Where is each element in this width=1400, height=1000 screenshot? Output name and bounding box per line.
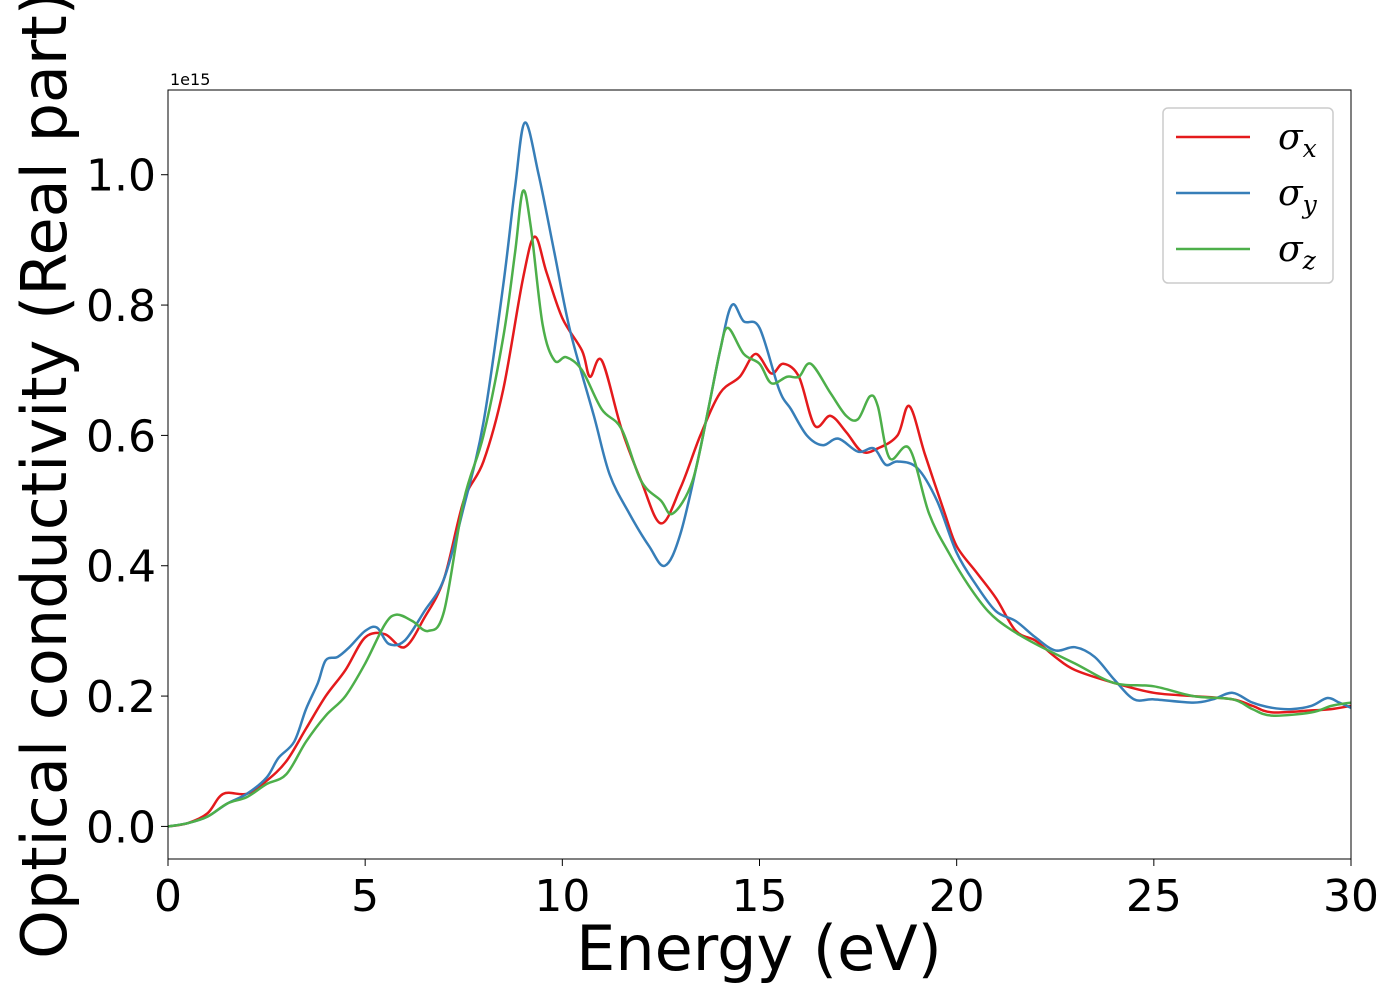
y-tick-label: 0.6 (86, 411, 156, 462)
y-tick-label: 0.2 (86, 672, 156, 723)
x-tick-label: 30 (1323, 871, 1379, 922)
y-axis-label: Optical conductivity (Real part) (8, 0, 81, 959)
y-offset-label: 1e15 (170, 70, 210, 89)
x-tick-label: 10 (534, 871, 590, 922)
y-tick-label: 0.4 (86, 542, 156, 593)
x-tick-label: 25 (1126, 871, 1182, 922)
x-tick-label: 15 (732, 871, 788, 922)
legend-box (1162, 107, 1334, 284)
x-tick-label: 5 (351, 871, 379, 922)
plot-frame (167, 89, 1352, 860)
x-tick-label: 20 (929, 871, 985, 922)
x-axis-label: Energy (eV) (576, 912, 942, 985)
series-line-x (168, 235, 1351, 828)
ticks: 0 5 10 15 20 25 30 0.0 0.2 0.4 0.6 0.8 1.0 (86, 151, 1379, 922)
series-lines (168, 121, 1351, 828)
y-tick-label: 1.0 (86, 151, 156, 202)
y-tick-label: 0.8 (86, 281, 156, 332)
y-tick-label: 0.0 (86, 802, 156, 853)
x-tick-label: 0 (154, 871, 182, 922)
series-line-z (168, 189, 1351, 828)
